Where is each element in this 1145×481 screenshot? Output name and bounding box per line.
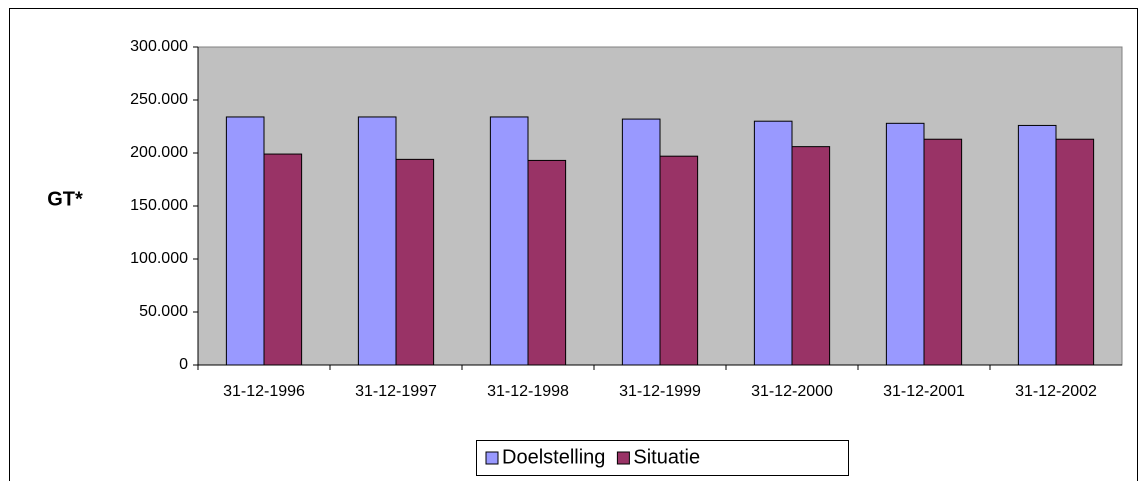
bar	[527, 159, 567, 366]
chart-border	[9, 8, 1138, 481]
bar	[489, 116, 529, 366]
bar	[225, 116, 265, 366]
bar	[357, 116, 397, 366]
bar	[263, 153, 303, 366]
y-tick-label: 150.000	[130, 197, 188, 214]
legend-swatch	[616, 451, 630, 465]
bar	[659, 155, 699, 366]
x-tick-label: 31-12-1999	[619, 383, 701, 400]
y-tick-label: 300.000	[130, 38, 188, 55]
y-tick-label: 250.000	[130, 91, 188, 108]
x-tick-label: 31-12-2002	[1015, 383, 1097, 400]
y-axis-label: GT*	[47, 188, 83, 210]
y-tick-label: 50.000	[139, 303, 188, 320]
legend-box	[476, 440, 849, 476]
bar	[791, 146, 831, 366]
x-tick-label: 31-12-2001	[883, 383, 965, 400]
legend-label: Doelstelling	[502, 446, 605, 468]
y-tick-label: 100.000	[130, 250, 188, 267]
bar	[395, 158, 435, 366]
x-tick-label: 31-12-2000	[751, 383, 833, 400]
legend-swatch	[485, 451, 499, 465]
x-tick-label: 31-12-1996	[223, 383, 305, 400]
y-tick-label: 200.000	[130, 144, 188, 161]
bar	[885, 122, 925, 366]
bar	[621, 118, 661, 366]
legend-label: Situatie	[633, 446, 700, 468]
bar	[1055, 138, 1095, 366]
x-tick-label: 31-12-1997	[355, 383, 437, 400]
bar	[1017, 124, 1057, 366]
x-tick-label: 31-12-1998	[487, 383, 569, 400]
y-tick-label: 0	[179, 356, 188, 373]
bar	[923, 138, 963, 366]
bar	[753, 120, 793, 366]
